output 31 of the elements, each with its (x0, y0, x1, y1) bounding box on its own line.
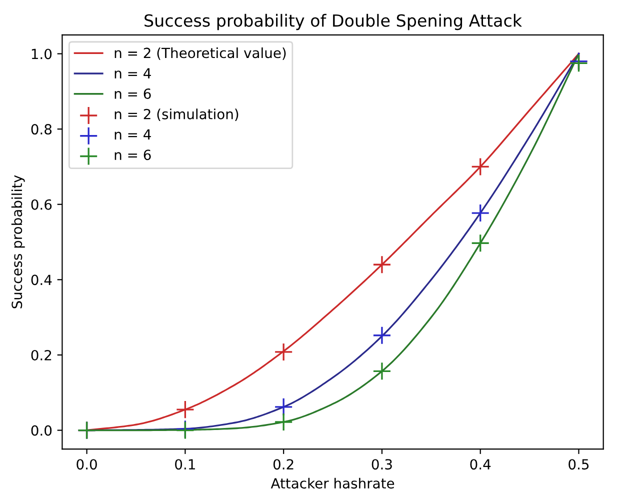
point (372, 326, 392, 345)
y-tick-label: 0.8 (31, 124, 52, 135)
point (274, 412, 293, 432)
legend-label: n = 4 (114, 129, 151, 140)
y-tick-label: 0.4 (31, 274, 52, 286)
point (372, 255, 392, 274)
y-axis-title: Success probability (11, 175, 25, 308)
x-tick-label: 0.4 (470, 459, 491, 470)
y-tick-label: 0.0 (31, 425, 52, 436)
x-axis-title: Attacker hashrate (270, 478, 394, 489)
legend-label: n = 6 (114, 150, 151, 160)
y-tick-label: 0.6 (31, 199, 52, 210)
point (471, 234, 490, 252)
point (471, 157, 490, 176)
y-tick-label: 1.0 (32, 48, 52, 60)
point (274, 398, 293, 416)
chart-title: Success probability of Double Spening Attack (144, 14, 522, 30)
x-tick-label: 0.3 (372, 459, 392, 470)
point (176, 400, 195, 419)
x-tick-label: 0.2 (273, 459, 294, 470)
point (471, 204, 490, 222)
x-tick-label: 0.0 (76, 459, 97, 470)
legend-label: n = 4 (114, 68, 151, 78)
point (372, 362, 392, 380)
x-tick-label: 0.1 (175, 459, 195, 470)
legend-label: n = 2 (Theoretical value) (114, 47, 286, 60)
x-tick-label: 0.5 (568, 459, 589, 470)
legend-label: n = 2 (simulation) (114, 108, 238, 121)
point (274, 342, 293, 362)
legend-label: n = 6 (114, 88, 151, 99)
y-tick-label: 0.2 (31, 350, 52, 360)
